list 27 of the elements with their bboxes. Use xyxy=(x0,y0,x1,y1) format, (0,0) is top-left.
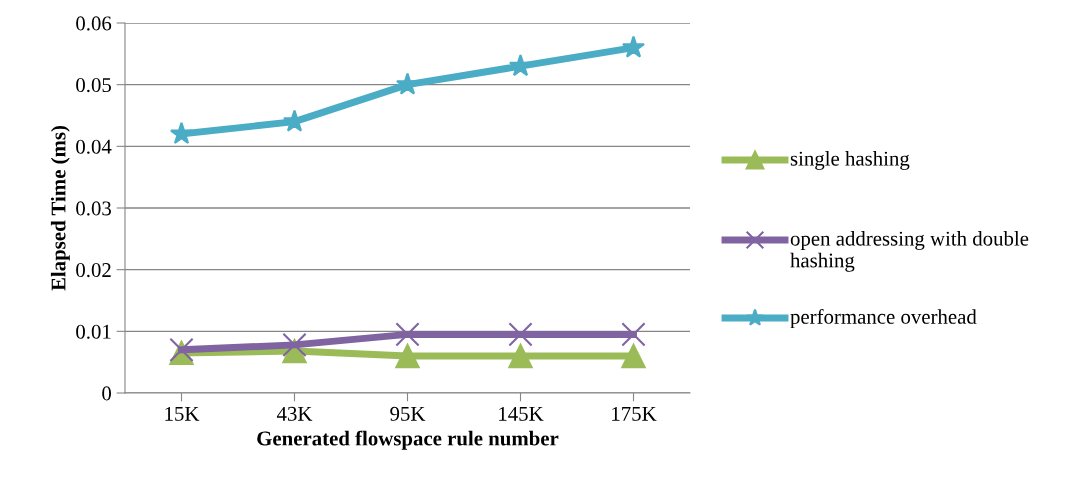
x-tick-label: 175K xyxy=(612,406,657,421)
point xyxy=(169,121,194,145)
y-tick-label: 0.06 xyxy=(76,16,112,31)
x-tick-label: 15K xyxy=(165,406,200,421)
point xyxy=(395,343,420,369)
y-tick-label: 0 xyxy=(102,386,112,401)
legend-label: performance overhead xyxy=(790,309,977,329)
point xyxy=(508,322,533,347)
point xyxy=(508,54,533,77)
point xyxy=(282,332,307,358)
point xyxy=(508,343,533,369)
x-axis-title: Generated flowspace rule number xyxy=(257,430,559,450)
point xyxy=(395,322,420,347)
y-tick-label: 0.05 xyxy=(76,78,111,93)
y-axis-title: Elapsed Time (ms) xyxy=(50,125,70,291)
y-tick-label: 0.01 xyxy=(76,324,111,339)
x-tick-label: 145K xyxy=(499,406,544,421)
x-tick-label: 95K xyxy=(390,406,426,421)
y-tick-label: 0.03 xyxy=(76,201,111,216)
point xyxy=(621,343,646,369)
y-tick-label: 0.02 xyxy=(76,263,111,278)
y-tick-label: 0.04 xyxy=(76,139,112,154)
x-tick-label: 43K xyxy=(276,406,313,421)
point xyxy=(621,35,646,58)
point xyxy=(621,322,646,347)
legend-label: open addressing with double hashing xyxy=(790,231,1029,272)
legend-label: single hashing xyxy=(790,151,910,170)
